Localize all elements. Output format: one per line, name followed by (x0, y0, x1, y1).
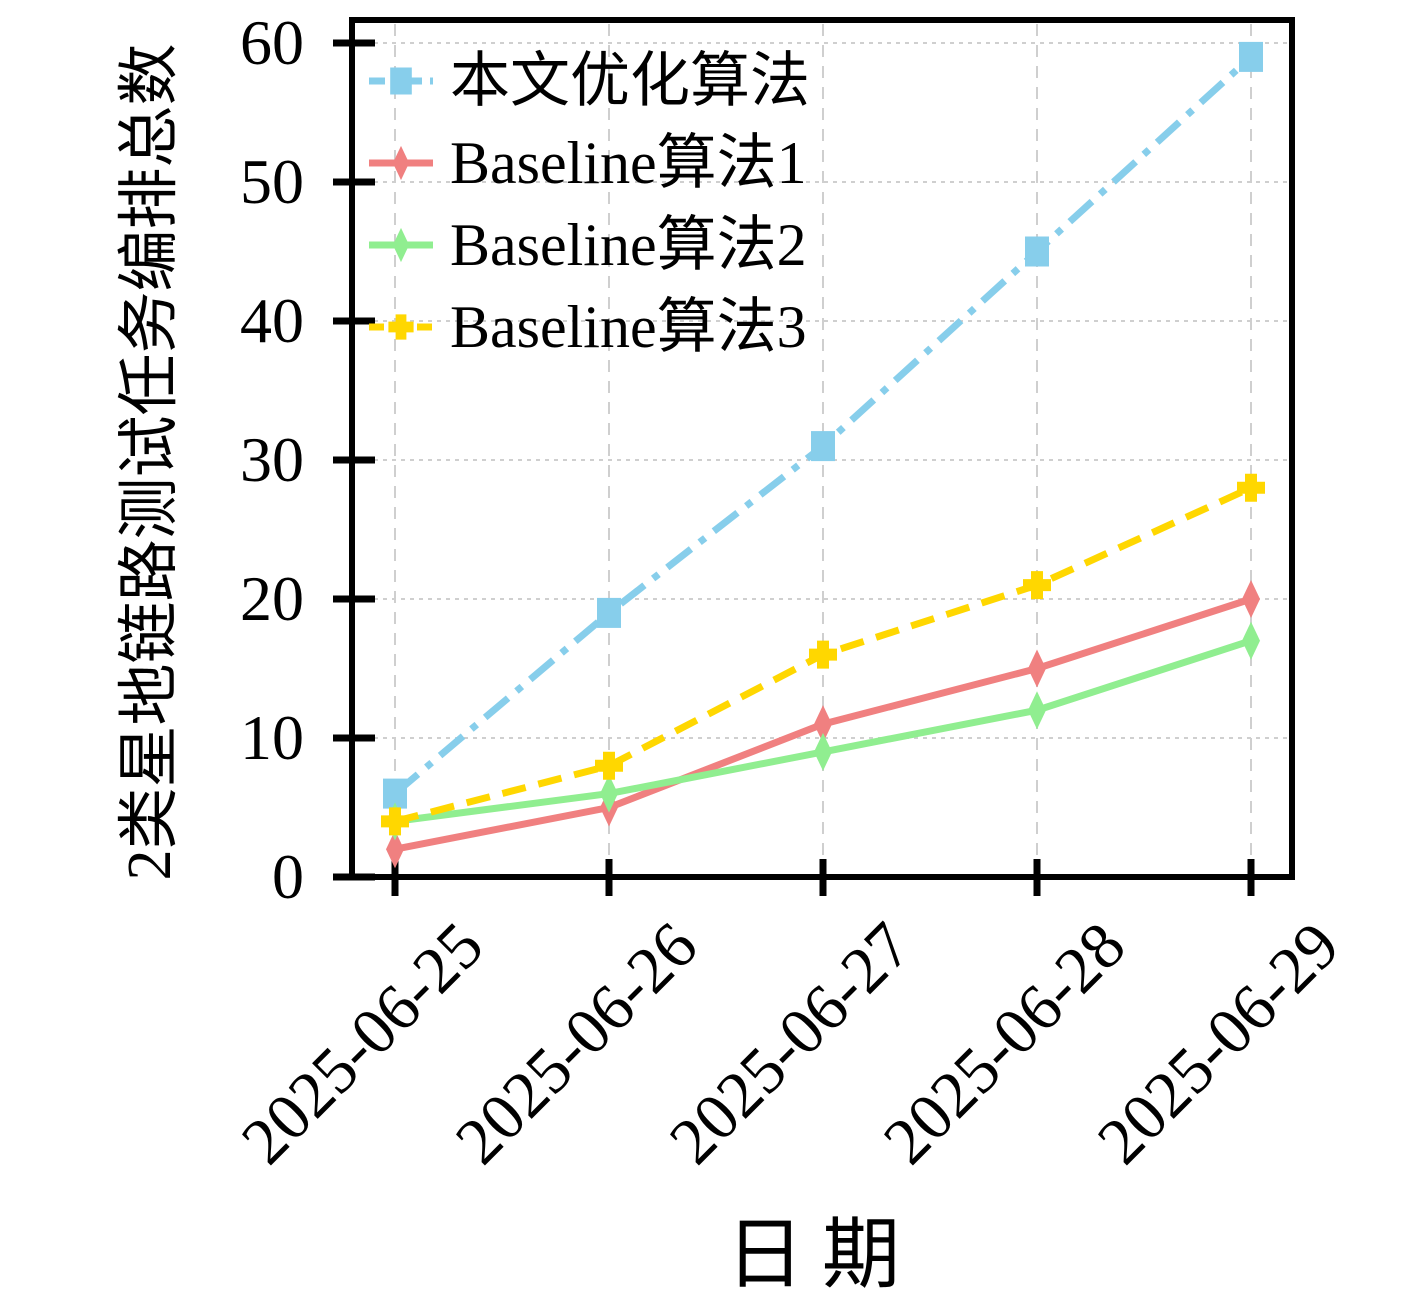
marker-thin-diamond (1242, 621, 1260, 660)
legend-swatch (369, 67, 433, 95)
x-tick-label: 2025-06-29 (1083, 908, 1354, 1179)
marker-thin-diamond (1028, 649, 1046, 688)
legend-swatch (369, 314, 433, 340)
plot-border (349, 17, 1295, 880)
x-axis-label: 日期 (725, 1211, 918, 1298)
marker-plus (595, 751, 623, 780)
legend-label: Baseline算法1 (450, 130, 807, 196)
y-tick-label: 10 (240, 702, 304, 773)
y-tick-label: 20 (240, 563, 304, 634)
marker-square (390, 67, 412, 95)
marker-thin-diamond (392, 227, 410, 263)
marker-thin-diamond (392, 145, 410, 181)
marker-square (1239, 41, 1263, 72)
y-tick-label: 50 (240, 146, 304, 217)
marker-thin-diamond (814, 705, 832, 744)
y-tick-label: 0 (272, 841, 304, 912)
y-tick-label: 60 (240, 7, 304, 78)
legend-swatch (369, 145, 433, 181)
legend-item: 本文优化算法 (368, 40, 810, 122)
legend-item: Baseline算法1 (368, 122, 807, 204)
marker-square (597, 597, 621, 628)
legend-label: Baseline算法3 (450, 294, 807, 360)
marker-thin-diamond (1242, 580, 1260, 618)
marker-thin-diamond (600, 774, 618, 813)
marker-plus (1237, 473, 1265, 502)
marker-square (811, 431, 835, 462)
legend-label: Baseline算法2 (450, 212, 807, 278)
y-tick-label: 30 (240, 424, 304, 495)
marker-thin-diamond (386, 830, 404, 869)
marker-plus (388, 314, 414, 340)
legend-swatch (369, 227, 433, 263)
marker-plus (1023, 571, 1051, 600)
legend-label: 本文优化算法 (450, 48, 810, 114)
marker-plus (809, 640, 837, 669)
marker-plus (381, 807, 409, 836)
marker-thin-diamond (814, 732, 832, 771)
y-tick-label: 40 (240, 285, 304, 356)
marker-thin-diamond (1028, 691, 1046, 730)
legend-item: Baseline算法2 (368, 204, 807, 286)
legend-item: Baseline算法3 (368, 286, 807, 368)
marker-square (1025, 236, 1049, 267)
